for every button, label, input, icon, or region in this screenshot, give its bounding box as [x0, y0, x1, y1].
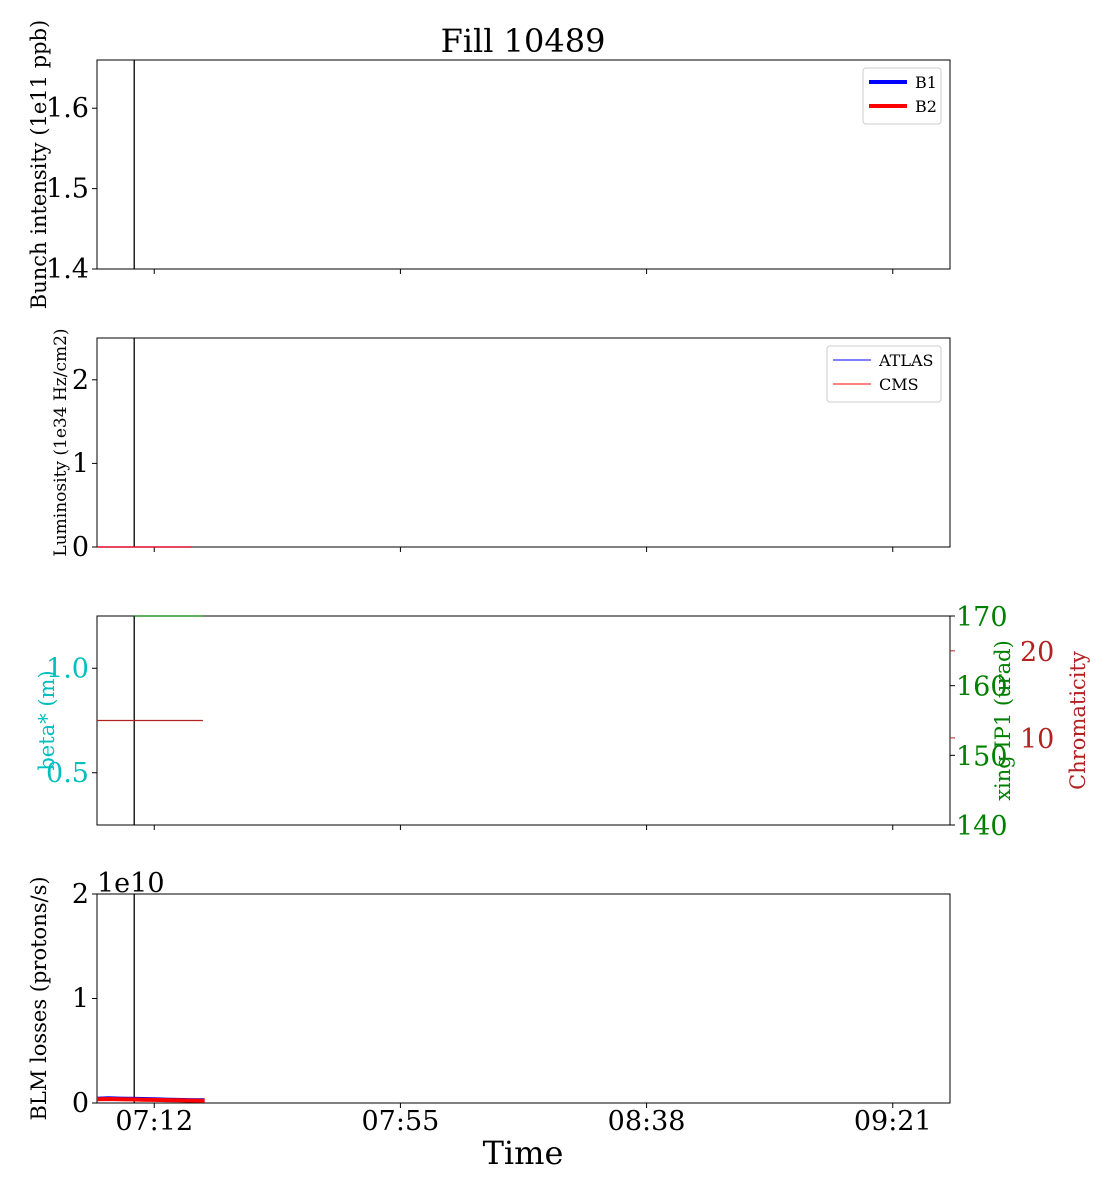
legend-label-atlas: ATLAS — [878, 351, 934, 370]
y-axis-label-blm: BLM losses (protons/s) — [27, 876, 51, 1120]
y-tick-label-optics: 0.5 — [46, 758, 89, 789]
y-tick-label-intensity: 1.6 — [46, 93, 89, 124]
plot-frame-intensity — [96, 59, 951, 270]
figure-title: Fill 10489 — [441, 22, 606, 60]
y-right-tick-label: 140 — [956, 811, 1008, 842]
x-axis-label: Time — [483, 1134, 564, 1172]
y-axis-label-luminosity: Luminosity (1e34 Hz/cm2) — [51, 328, 71, 556]
y-right-tick-label: 150 — [956, 741, 1008, 772]
y-right2-tick-label: 10 — [1020, 724, 1054, 755]
y-axis-label-intensity: Bunch intensity (1e11 ppb) — [27, 20, 51, 309]
y-tick-label-intensity: 1.4 — [46, 254, 89, 285]
y-right2-axis-label: Chromaticity — [1066, 651, 1090, 790]
y-tick-label-blm: 0 — [72, 1088, 89, 1119]
y-right-tick-label: 170 — [956, 602, 1008, 633]
x-tick-label: 07:12 — [115, 1106, 193, 1137]
plot-frame-blm — [96, 893, 951, 1104]
y-tick-label-luminosity: 2 — [72, 365, 89, 396]
y-tick-label-intensity: 1.5 — [46, 174, 89, 205]
y-tick-label-blm: 2 — [72, 879, 89, 910]
y-right-tick-label: 160 — [956, 672, 1008, 703]
plot-frame-luminosity — [96, 337, 951, 548]
y-tick-label-blm: 1 — [72, 984, 89, 1015]
x-tick-label: 07:55 — [362, 1106, 440, 1137]
y-tick-label-luminosity: 1 — [72, 448, 89, 479]
legend-label-cms: CMS — [879, 375, 919, 394]
y-right2-tick-label: 20 — [1020, 637, 1054, 668]
plot-frame-optics — [96, 615, 951, 826]
y-tick-label-luminosity: 0 — [72, 532, 89, 563]
y-right-axis-label: xing IP1 (urad) — [991, 640, 1015, 801]
y-axis-label-optics: beta* (m) — [35, 670, 59, 770]
x-tick-label: 09:21 — [854, 1106, 932, 1137]
legend-label-b1: B1 — [915, 73, 937, 92]
offset-text: 1e10 — [97, 868, 165, 899]
x-tick-label: 08:38 — [608, 1106, 686, 1137]
legend-label-b2: B2 — [915, 97, 937, 116]
y-tick-label-optics: 1.0 — [46, 653, 89, 684]
series-line-blm-b2 — [96, 1096, 205, 1103]
